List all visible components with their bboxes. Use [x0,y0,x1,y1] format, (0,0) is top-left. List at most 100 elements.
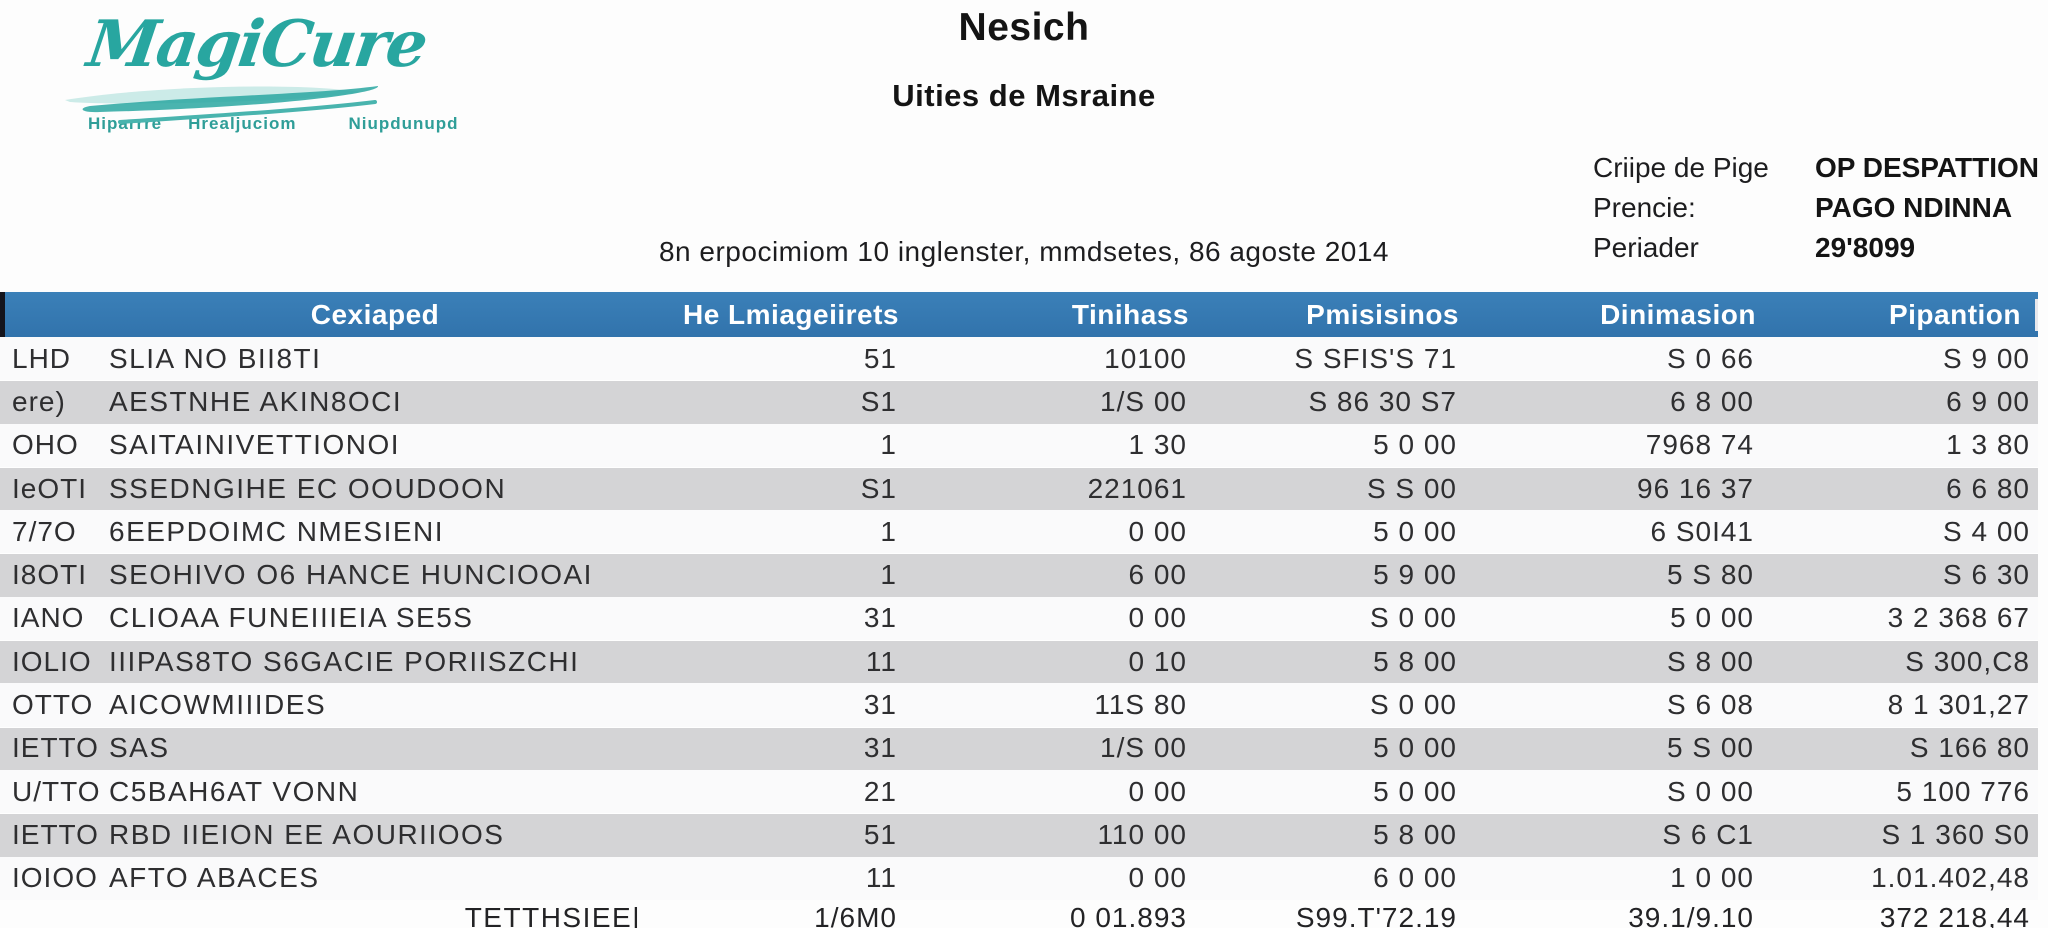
cell-pipantion: 6 6 80 [1946,472,2030,504]
row-code: IOLIO [12,645,92,677]
cell-tinihass: 110 00 [1097,818,1187,850]
row-description: IIIPAS8TO S6GACIE PORIISZCHI [109,645,580,677]
cell-pmisisinos: S S 00 [1366,472,1457,504]
cell-dinimasion: 96 16 37 [1637,472,1754,504]
totals-row: TETTHSIEE| 1/6M0 0 01.893 S99.T'72.19 39.1/9… [0,901,2038,928]
cell-pipantion: 3 2 368 67 [1887,602,2030,634]
totals-cell-lmiageiirets: 1/6M0 [814,901,897,928]
cell-pmisisinos: 5 0 00 [1373,429,1457,461]
page-subtitle: Uities de Msraine [892,78,1156,113]
cell-pipantion: 1 3 80 [1946,429,2030,461]
table-row: LHD SLIA NO BII8TI 51 10100 S SFIS'S 71 S 0 6… [0,337,2038,381]
cell-dinimasion: S 6 C1 [1662,818,1754,850]
header-pmisisinos: Pmisisinos [1306,298,1459,330]
header-lmiageiirets: He Lmiageiirets [682,298,899,330]
cell-tinihass: 0 00 [1128,602,1187,634]
row-code: IANO [12,602,85,634]
table-row: IETTO RBD IIEION EE AOURIIOOS 51 110 00 5 8 … [0,813,2038,857]
row-code: IeOTI [12,472,88,504]
row-description: RBD IIEION EE AOURIIOOS [109,818,505,850]
cell-lmiageiirets: 21 [863,775,897,807]
totals-label: TETTHSIEE| [464,901,641,928]
cell-dinimasion: 6 S0I41 [1650,515,1754,547]
meta-label-prencie: Prencie: [1593,192,1696,223]
row-description: 6EEPDOIMC NMESIENI [109,515,445,547]
table-body: LHD SLIA NO BII8TI 51 10100 S SFIS'S 71 S 0 6… [0,337,2038,900]
cell-lmiageiirets: 11 [865,862,897,894]
tagline-word-3: Niupdunupd [348,114,459,134]
meta-row: Criipe de Pige OP DESPATTION [1593,148,2039,188]
totals-cell-tinihass: 0 01.893 [1070,901,1187,928]
cell-dinimasion: 5 S 00 [1667,732,1754,764]
cell-pmisisinos: 5 0 00 [1373,515,1457,547]
cell-tinihass: 1 30 [1128,429,1187,461]
row-description: AESTNHE AKIN8OCI [109,385,403,417]
report-info-line: 8n erpocimiom 10 inglenster, mmdsetes, 8… [658,236,1389,267]
meta-block: Criipe de Pige OP DESPATTION Prencie: PA… [1593,148,2039,268]
cell-lmiageiirets: 1 [880,429,897,461]
cell-pmisisinos: 5 8 00 [1373,645,1457,677]
cell-tinihass: 0 00 [1128,515,1187,547]
header-cexiaped: Cexiaped [310,298,440,330]
cell-tinihass: 0 00 [1128,775,1187,807]
row-code: I8OTI [12,559,88,591]
cell-pmisisinos: 6 0 00 [1373,862,1457,894]
row-code: OHO [12,429,79,461]
row-description: SAS [109,732,170,764]
brand-tagline: Hiparrre Hrealjuciom Niupdunupd [60,114,458,134]
row-description: SAITAINIVETTIONOI [109,429,401,461]
table-row: U/TTO C5BAH6AT VONN 21 0 00 5 0 00 S 0 00 5 10… [0,769,2038,814]
totals-cell-pipantion: 372 218,44 [1879,901,2030,928]
row-code: 7/7O [12,515,77,547]
row-description: CLIOAA FUNEIIIEIA SE5S [109,602,474,634]
cell-pmisisinos: S SFIS'S 71 [1294,342,1457,374]
row-code: IETTO [12,732,99,764]
table-row: IOIOO AFTO ABACES 11 0 00 6 0 00 1 0 00 1.01.4… [0,856,2038,900]
cell-pipantion: S 300,C8 [1905,645,2030,677]
table-header-row: Cexiaped He Lmiageiirets Tinihass Pmisis… [0,292,2038,337]
cell-tinihass: 221061 [1087,472,1187,504]
table-row: IETTO SAS 31 1/S 00 5 0 00 5 S 00 S 166 80 [0,726,2038,770]
cell-pipantion: S 1 360 S0 [1881,818,2030,850]
cell-lmiageiirets: 1 [880,559,897,591]
cell-pipantion: 6 9 00 [1946,385,2030,417]
meta-value-despattion: OP DESPATTION [1815,152,2040,183]
cell-pmisisinos: S 86 30 S7 [1308,385,1457,417]
cell-dinimasion: S 0 00 [1667,775,1754,807]
cell-tinihass: 0 10 [1128,645,1187,677]
cell-pipantion: 5 100 776 [1896,775,2030,807]
brand-logo-block: MagiCure Hiparrre Hrealjuciom Niupdunupd [60,7,458,134]
cell-dinimasion: 7968 74 [1645,429,1754,461]
meta-value-periader: 29'8099 [1815,232,1916,263]
table-row: 7/7O 6EEPDOIMC NMESIENI 1 0 00 5 0 00 6 S0I41… [0,510,2038,554]
cell-lmiageiirets: 51 [863,342,897,374]
cell-tinihass: 11S 80 [1094,689,1187,721]
cell-pipantion: S 166 80 [1909,732,2030,764]
table-row: I8OTI SEOHIVO O6 HANCE HUNCIOOAI 1 6 00 5 9 … [0,553,2038,597]
cell-tinihass: 1/S 00 [1100,732,1187,764]
row-description: SSEDNGIHE EC OOUDOON [109,472,507,504]
row-code: ere) [12,385,66,417]
cell-pipantion: S 4 00 [1943,515,2030,547]
cell-dinimasion: S 8 00 [1667,645,1754,677]
cell-pipantion: S 9 00 [1943,342,2030,374]
header-pipantion: Pipantion [1762,298,2038,331]
cell-tinihass: 1/S 00 [1100,385,1187,417]
cell-tinihass: 0 00 [1128,862,1187,894]
cell-dinimasion: 1 0 00 [1670,862,1754,894]
cell-pmisisinos: 5 8 00 [1373,818,1457,850]
cell-pipantion: 1.01.402,48 [1871,862,2030,894]
title-block: Nesich Uities de Msraine [0,0,2048,114]
cell-tinihass: 6 00 [1128,559,1187,591]
cell-lmiageiirets: 31 [863,602,897,634]
table-row: OHO SAITAINIVETTIONOI 1 1 30 5 0 00 7968 74 1 … [0,423,2038,467]
cell-dinimasion: 5 S 80 [1667,559,1754,591]
cell-lmiageiirets: 31 [863,732,897,764]
header-tinihass: Tinihass [1071,298,1189,330]
cell-dinimasion: S 6 08 [1667,689,1754,721]
table-row: IeOTI SSEDNGIHE EC OOUDOON S1 221061 S S 00 9… [0,466,2038,511]
cell-tinihass: 10100 [1104,342,1187,374]
table-row: IANO CLIOAA FUNEIIIEIA SE5S 31 0 00 S 0 00 5 … [0,596,2038,641]
meta-row: Prencie: PAGO NDINNA [1593,188,2039,228]
